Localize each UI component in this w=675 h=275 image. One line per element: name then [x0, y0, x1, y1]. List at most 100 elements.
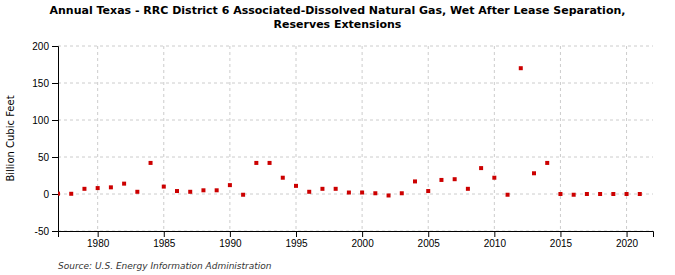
tick: 2015	[550, 231, 573, 249]
tick-mark	[52, 83, 58, 84]
tick-mark	[494, 231, 495, 237]
point	[558, 192, 562, 196]
point	[69, 192, 73, 196]
point	[479, 166, 483, 170]
point	[492, 176, 496, 180]
tick-label: 2000	[351, 238, 374, 249]
point	[135, 190, 139, 194]
tick-mark	[52, 120, 58, 121]
points	[58, 66, 642, 197]
tick-label: 0	[43, 189, 49, 200]
point	[400, 191, 404, 195]
point	[188, 190, 192, 194]
point	[201, 188, 205, 192]
tick-label: 50	[38, 152, 50, 163]
point	[453, 177, 457, 181]
grid-line-x	[296, 46, 297, 231]
grid-line-y	[58, 194, 653, 195]
tick: 1990	[219, 231, 242, 249]
point	[347, 191, 351, 195]
point	[625, 192, 629, 196]
tick-mark	[52, 157, 58, 158]
point	[175, 189, 179, 193]
point	[598, 192, 602, 196]
tick: 1995	[285, 231, 308, 249]
tick-label: 100	[32, 115, 49, 126]
tick-label: 1995	[285, 238, 308, 249]
point	[585, 192, 589, 196]
point	[506, 193, 510, 197]
title: Annual Texas - RRC District 6 Associated…	[50, 4, 626, 31]
tick-label: -50	[35, 226, 50, 237]
tick-mark	[52, 194, 58, 195]
point	[360, 191, 364, 195]
point	[466, 187, 470, 191]
tick-label: 1990	[219, 238, 242, 249]
point	[320, 187, 324, 191]
point	[96, 186, 100, 190]
tick-mark	[164, 231, 165, 237]
grid	[58, 46, 653, 231]
tick-label: 150	[32, 78, 49, 89]
point	[228, 183, 232, 187]
tick: 150	[32, 78, 58, 89]
point	[426, 189, 430, 193]
grid-line-x	[560, 46, 561, 231]
tick-label: 1980	[87, 238, 110, 249]
point	[387, 193, 391, 197]
grid-line-y	[58, 120, 653, 121]
y-axis: -50 0 50 100 150 200	[32, 41, 58, 237]
grid-line-x	[97, 46, 98, 231]
tick: 100	[32, 115, 58, 126]
source: Source: U.S. Energy Information Administ…	[58, 261, 272, 271]
y-axis-title: Billion Cubic Feet	[5, 95, 16, 181]
tick-mark	[52, 46, 58, 47]
tick-mark	[362, 231, 363, 237]
tick: 2020	[616, 231, 639, 249]
grid-line-x	[362, 46, 363, 231]
grid-line-x	[494, 46, 495, 231]
point	[439, 178, 443, 182]
point	[82, 187, 86, 191]
x-axis: 198019851990199520002005201020152020	[59, 231, 654, 249]
point	[611, 192, 615, 196]
point	[519, 66, 523, 70]
point	[294, 184, 298, 188]
point	[281, 176, 285, 180]
point	[532, 171, 536, 175]
grid-line-y	[58, 157, 653, 158]
tick-mark	[296, 231, 297, 237]
point	[122, 182, 126, 186]
point	[638, 192, 642, 196]
point	[109, 185, 113, 189]
tick-mark	[230, 231, 231, 237]
grid-line-y	[58, 83, 653, 84]
tick: -50	[35, 226, 58, 237]
tick-mark	[627, 231, 628, 237]
tick: 1980	[87, 231, 110, 249]
chart-container: Annual Texas - RRC District 6 Associated…	[0, 0, 675, 275]
point	[254, 161, 258, 165]
point	[215, 188, 219, 192]
tick-label: 2005	[418, 238, 441, 249]
tick: 1985	[153, 231, 176, 249]
tick-mark	[428, 231, 429, 237]
point	[58, 192, 60, 196]
tick-mark	[98, 231, 99, 237]
point	[268, 161, 272, 165]
tick: 0	[43, 189, 58, 200]
point	[307, 190, 311, 194]
axis-line	[59, 232, 654, 238]
tick-label: 200	[32, 41, 49, 52]
grid-line-y	[58, 46, 653, 47]
grid-line-x	[428, 46, 429, 231]
tick-mark	[560, 231, 561, 237]
tick-label: 2020	[616, 238, 639, 249]
tick: 2005	[418, 231, 441, 249]
point	[334, 187, 338, 191]
plot-area: 198019851990199520002005201020152020-500…	[32, 41, 653, 249]
grid-line-x	[626, 46, 627, 231]
tick: 200	[32, 41, 58, 52]
axis-line	[52, 47, 59, 232]
point	[545, 161, 549, 165]
